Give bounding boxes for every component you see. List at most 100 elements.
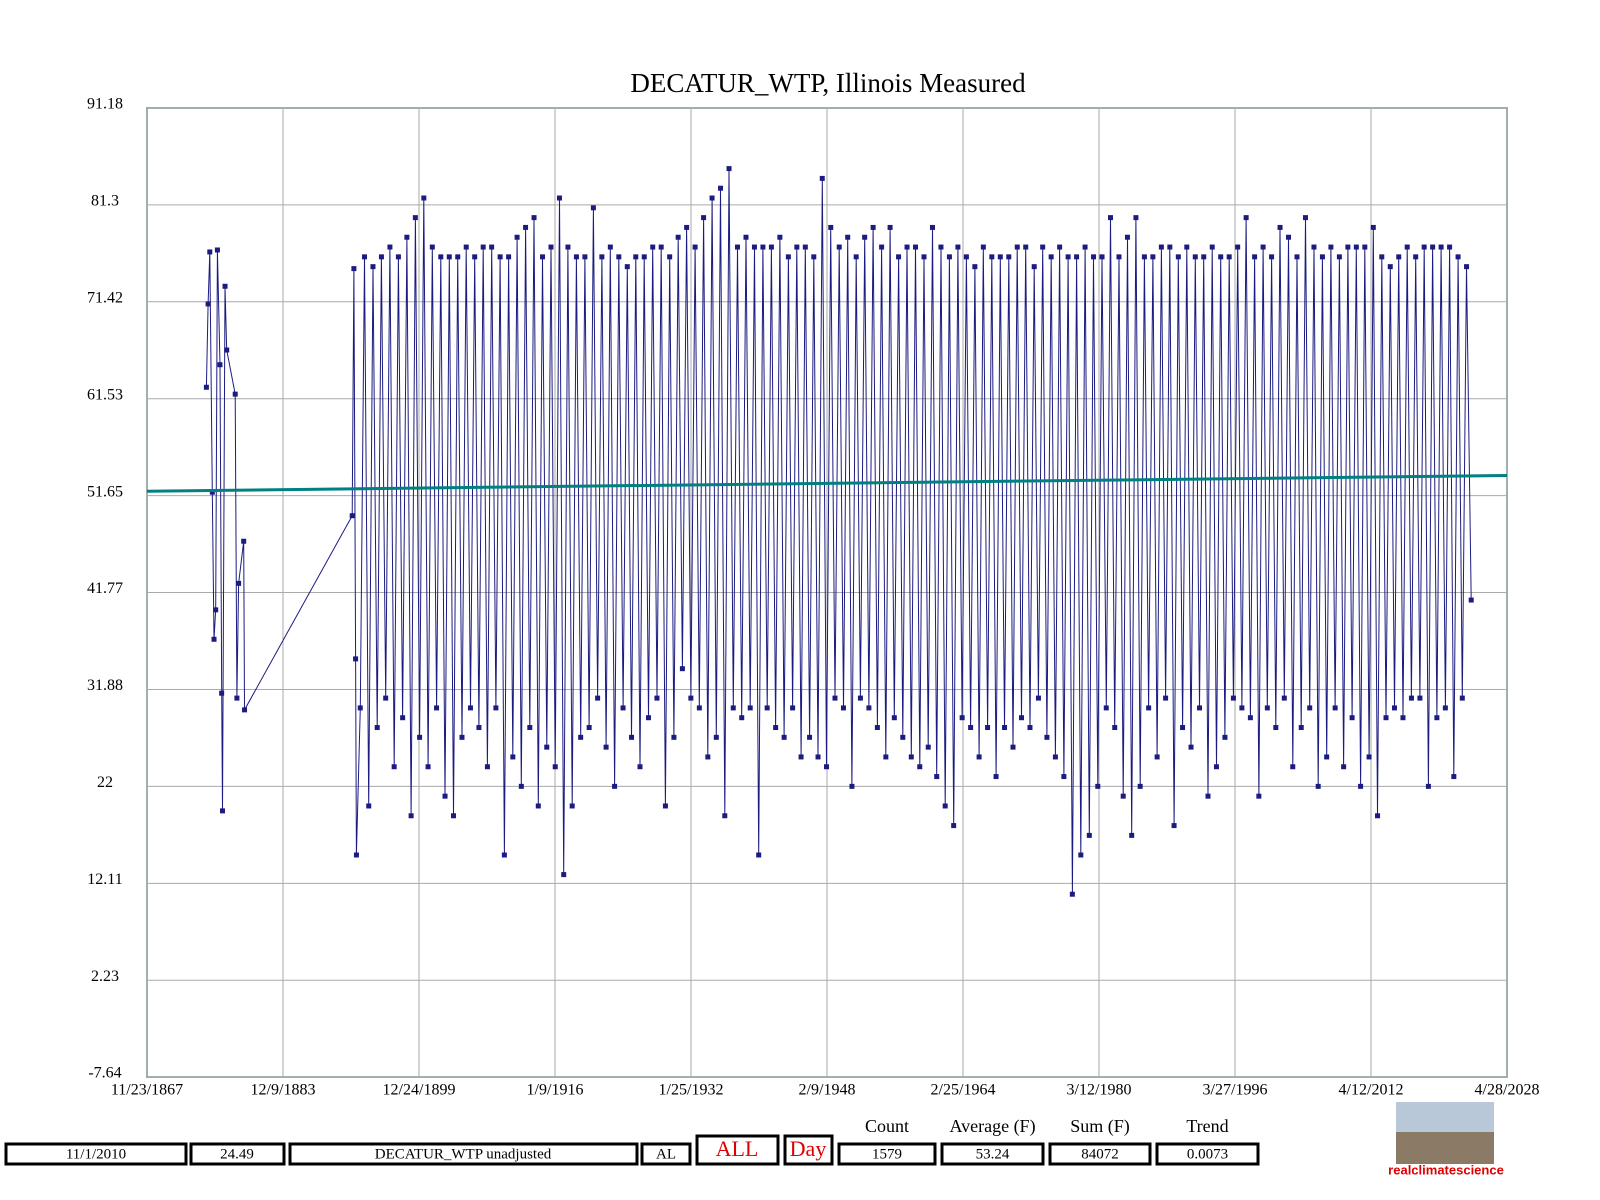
data-point [232,391,238,397]
data-point [1027,725,1033,731]
data-point [1468,597,1474,603]
data-point [819,175,825,181]
stat-box [940,1142,1045,1166]
data-point [1209,244,1215,250]
data-point [595,695,601,701]
value-text: 24.49 [220,1146,254,1162]
value-box [189,1142,286,1166]
data-point [480,244,486,250]
data-point [980,244,986,250]
data-point [1264,705,1270,711]
all-button-text[interactable]: ALL [716,1136,759,1161]
data-point [219,808,225,814]
data-point [1052,754,1058,760]
data-point [887,224,893,230]
data-point [395,254,401,260]
data-point [1379,254,1385,260]
x-tick-label: 1/9/1916 [527,1082,584,1099]
data-point [1247,715,1253,721]
y-tick-label: 2.23 [91,968,119,985]
data-point [739,715,745,721]
data-point [641,254,647,260]
data-point [222,283,228,289]
all-button[interactable] [695,1134,780,1166]
y-tick-label: 41.77 [87,580,123,597]
data-point [1328,244,1334,250]
data-point [573,254,579,260]
date-box [4,1142,188,1166]
data-point [1302,215,1308,221]
data-point [658,244,664,250]
data-point [556,195,562,201]
data-point [455,254,461,260]
data-point [219,690,225,696]
data-point [781,734,787,740]
data-point [934,774,940,780]
data-point [989,254,995,260]
data-point [857,695,863,701]
data-point [366,803,372,809]
data-point [616,254,622,260]
data-point [1158,244,1164,250]
logo-sky [1396,1102,1494,1132]
data-point [603,744,609,750]
data-point [582,254,588,260]
data-point [383,695,389,701]
data-point [866,705,872,711]
data-point [976,754,982,760]
data-point [1069,891,1075,897]
y-tick-label: 22 [97,774,113,791]
data-point [351,266,357,272]
data-point [1006,254,1012,260]
x-tick-label: 2/25/1964 [931,1082,996,1099]
data-point [1324,754,1330,760]
data-point [234,695,240,701]
data-point [1349,715,1355,721]
stat-box [1155,1142,1260,1166]
data-point [242,707,248,713]
data-point [904,244,910,250]
data-point [1010,744,1016,750]
data-point [756,852,762,858]
data-point [840,705,846,711]
data-point [845,234,851,240]
data-point [807,734,813,740]
data-point [764,705,770,711]
data-point [1014,244,1020,250]
data-point [1095,783,1101,789]
data-point [1391,705,1397,711]
data-point [353,852,359,858]
data-point [667,254,673,260]
data-point [883,754,889,760]
data-point [650,244,656,250]
data-point [679,666,685,672]
data-point [1133,215,1139,221]
data-point [1311,244,1317,250]
data-point [586,725,592,731]
data-point [1192,254,1198,260]
data-point [1163,695,1169,701]
data-point [236,580,242,586]
data-point [1366,754,1372,760]
data-point [1074,254,1080,260]
data-point [569,803,575,809]
data-point [1184,244,1190,250]
data-point [510,754,516,760]
data-point [798,754,804,760]
x-tick-label: 4/12/2012 [1339,1082,1404,1099]
data-point [1345,244,1351,250]
y-tick-label: 51.65 [87,483,123,500]
data-point [862,234,868,240]
data-point [1099,254,1105,260]
x-tick-label: 1/25/1932 [659,1082,724,1099]
data-point [1438,244,1444,250]
data-point [544,744,550,750]
data-point [1124,234,1130,240]
data-point [1082,244,1088,250]
data-point [213,607,219,613]
day-button-text[interactable]: Day [790,1136,827,1161]
data-point [404,234,410,240]
data-point [1040,244,1046,250]
state-box[interactable] [640,1142,692,1166]
day-button[interactable] [783,1134,834,1166]
